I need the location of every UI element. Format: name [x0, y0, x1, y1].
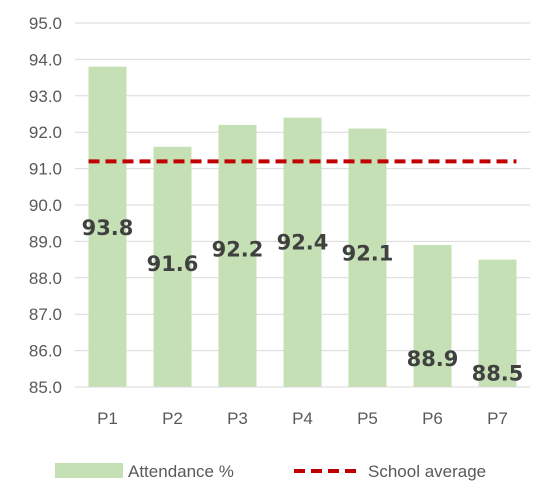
- y-tick-label: 89.0: [29, 232, 62, 251]
- bar-p6: [413, 245, 452, 387]
- bar-p5: [348, 128, 387, 387]
- legend-label-attendance: Attendance %: [128, 462, 234, 481]
- bar-p1: [88, 66, 127, 388]
- x-axis-tick-labels: P1 P2 P3 P4 P5 P6 P7: [97, 409, 508, 428]
- y-tick-label: 85.0: [29, 378, 62, 397]
- y-tick-label: 94.0: [29, 50, 62, 69]
- x-tick-label-p5: P5: [357, 409, 378, 428]
- y-tick-label: 86.0: [29, 342, 62, 361]
- data-label-p4: 92.4: [277, 230, 329, 254]
- x-tick-label-p4: P4: [292, 409, 313, 428]
- data-label-p5: 92.1: [342, 241, 394, 265]
- y-tick-label: 88.0: [29, 269, 62, 288]
- data-label-p3: 92.2: [212, 238, 264, 262]
- y-tick-label: 92.0: [29, 123, 62, 142]
- attendance-bars: [88, 66, 517, 388]
- data-label-p2: 91.6: [147, 252, 199, 276]
- bar-p2: [153, 146, 192, 387]
- x-tick-label-p2: P2: [162, 409, 183, 428]
- y-tick-label: 87.0: [29, 305, 62, 324]
- data-label-p6: 88.9: [407, 347, 459, 371]
- legend: Attendance % School average: [55, 462, 486, 481]
- y-tick-label: 90.0: [29, 196, 62, 215]
- y-tick-label: 95.0: [29, 14, 62, 33]
- data-label-p1: 93.8: [82, 216, 134, 240]
- data-labels: 93.8 91.6 92.2 92.4 92.1 88.9 88.5: [82, 216, 524, 386]
- y-tick-label: 93.0: [29, 87, 62, 106]
- x-tick-label-p1: P1: [97, 409, 118, 428]
- x-tick-label-p3: P3: [227, 409, 248, 428]
- data-label-p7: 88.5: [472, 361, 524, 385]
- x-tick-label-p6: P6: [422, 409, 443, 428]
- x-tick-label-p7: P7: [487, 409, 508, 428]
- y-tick-label: 91.0: [29, 160, 62, 179]
- legend-label-school-average: School average: [368, 462, 486, 481]
- bar-p7: [478, 259, 517, 387]
- bar-p3: [218, 124, 257, 388]
- y-axis-tick-labels: 85.0 86.0 87.0 88.0 89.0 90.0 91.0 92.0 93.0 94.0…: [29, 14, 62, 397]
- legend-swatch-attendance: [55, 463, 123, 478]
